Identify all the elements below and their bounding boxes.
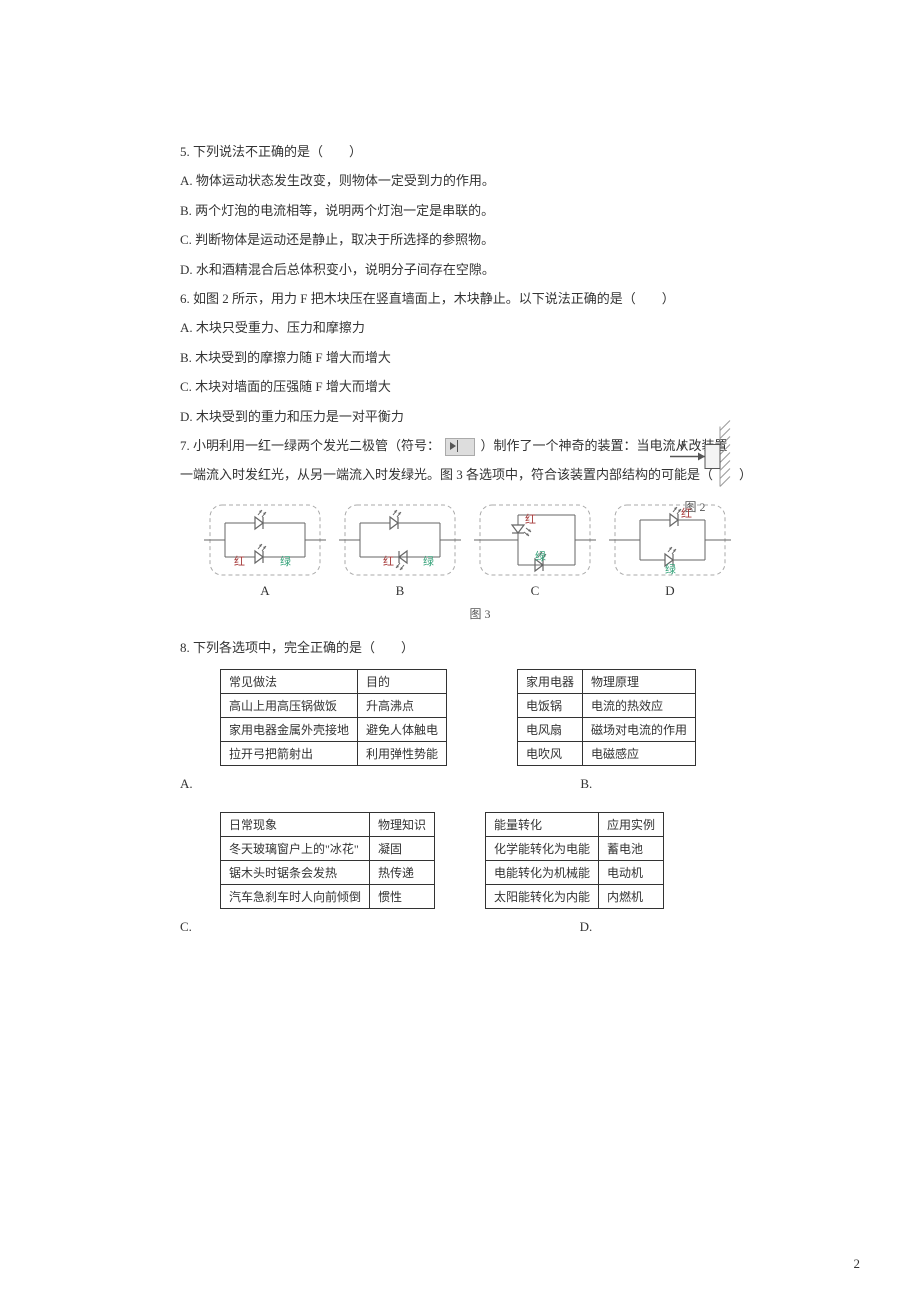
svg-text:D: D bbox=[665, 583, 674, 598]
q8-option-c-label: C. bbox=[180, 919, 192, 935]
q8-table-c: 日常现象物理知识 冬天玻璃窗户上的"冰花"凝固 锯木头时锯条会发热热传递 汽车急… bbox=[220, 812, 435, 909]
svg-text:A: A bbox=[260, 583, 270, 598]
page-number: 2 bbox=[854, 1256, 861, 1272]
svg-text:红: 红 bbox=[525, 513, 536, 526]
svg-text:绿: 绿 bbox=[665, 562, 676, 576]
svg-text:绿: 绿 bbox=[280, 554, 291, 568]
svg-text:红: 红 bbox=[681, 507, 692, 520]
exam-content: 5. 下列说法不正确的是（ ） A. 物体运动状态发生改变，则物体一定受到力的作… bbox=[180, 140, 760, 945]
q8-stem: 8. 下列各选项中，完全正确的是（ ） bbox=[180, 636, 760, 659]
q6-option-a: A. 木块只受重力、压力和摩擦力 bbox=[180, 316, 760, 339]
q6-option-b: B. 木块受到的摩擦力随 F 增大而增大 bbox=[180, 346, 760, 369]
figure-2: F 图 2 bbox=[650, 419, 740, 494]
figure-3: 红 绿 A 红 绿 B bbox=[200, 495, 760, 622]
q5-option-a: A. 物体运动状态发生改变，则物体一定受到力的作用。 bbox=[180, 169, 760, 192]
svg-text:绿: 绿 bbox=[535, 549, 546, 563]
led-symbol-icon bbox=[445, 438, 475, 456]
q8-option-b-label: B. bbox=[580, 776, 592, 792]
q8-table-b: 家用电器物理原理 电饭锅电流的热效应 电风扇磁场对电流的作用 电吹风电磁感应 bbox=[517, 669, 696, 766]
q5-option-c: C. 判断物体是运动还是静止，取决于所选择的参照物。 bbox=[180, 228, 760, 251]
force-label: F bbox=[679, 437, 688, 451]
q5-option-b: B. 两个灯泡的电流相等，说明两个灯泡一定是串联的。 bbox=[180, 199, 760, 222]
q8-tables-row2: 日常现象物理知识 冬天玻璃窗户上的"冰花"凝固 锯木头时锯条会发热热传递 汽车急… bbox=[220, 812, 760, 909]
q8-tables-row1: 常见做法目的 高山上用高压锅做饭升高沸点 家用电器金属外壳接地避免人体触电 拉开… bbox=[220, 669, 760, 766]
svg-text:红: 红 bbox=[234, 555, 245, 568]
q6-stem: 6. 如图 2 所示，用力 F 把木块压在竖直墙面上，木块静止。以下说法正确的是… bbox=[180, 287, 760, 310]
q8-table-a: 常见做法目的 高山上用高压锅做饭升高沸点 家用电器金属外壳接地避免人体触电 拉开… bbox=[220, 669, 447, 766]
q8-option-a-label: A. bbox=[180, 776, 193, 792]
q6-option-c: C. 木块对墙面的压强随 F 增大而增大 bbox=[180, 375, 760, 398]
q5-option-d: D. 水和酒精混合后总体积变小，说明分子间存在空隙。 bbox=[180, 258, 760, 281]
q8-table-d: 能量转化应用实例 化学能转化为电能蓄电池 电能转化为机械能电动机 太阳能转化为内… bbox=[485, 812, 664, 909]
svg-text:C: C bbox=[531, 583, 540, 598]
svg-text:红: 红 bbox=[383, 555, 394, 568]
q5-stem: 5. 下列说法不正确的是（ ） bbox=[180, 140, 760, 163]
svg-text:绿: 绿 bbox=[423, 554, 434, 568]
q8-option-d-label: D. bbox=[580, 919, 593, 935]
svg-text:B: B bbox=[396, 583, 405, 598]
figure-3-label: 图 3 bbox=[200, 605, 760, 622]
